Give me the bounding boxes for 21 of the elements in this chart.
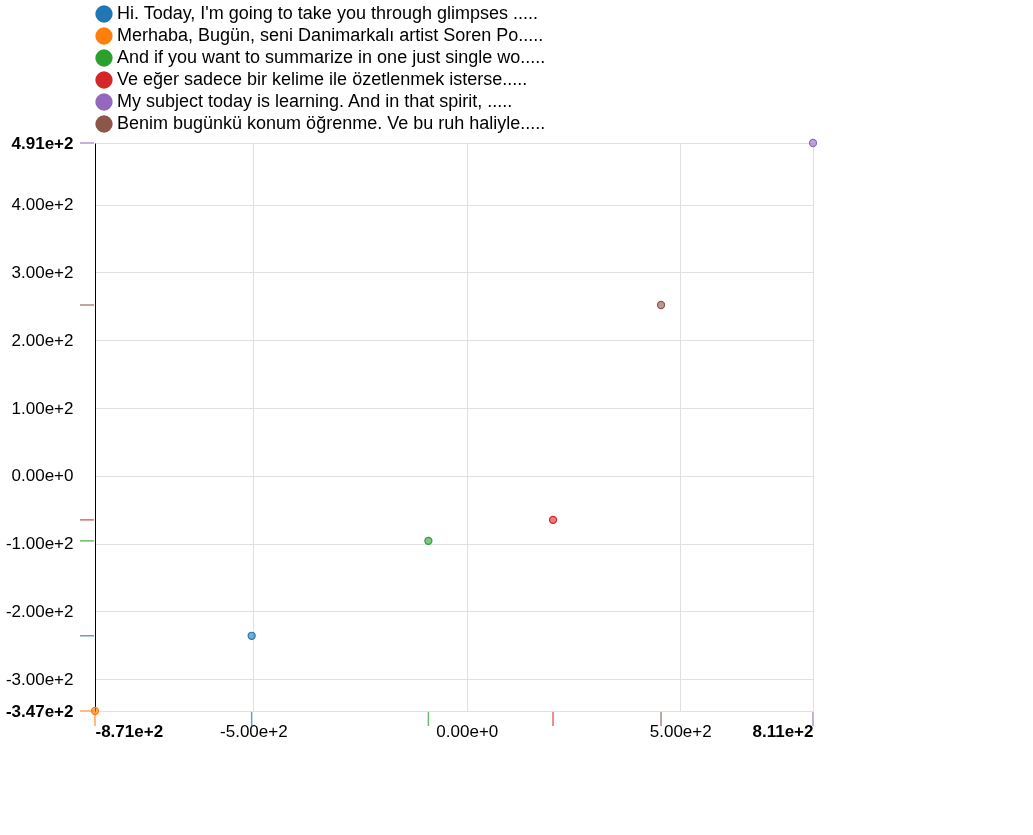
- x-tick-label: 0.00e+0: [436, 721, 499, 741]
- legend-label: Ve eğer sadece bir kelime ile özetlenmek isterse.....: [117, 69, 528, 89]
- legend-label: My subject today is learning. And in that spirit, .....: [117, 91, 513, 111]
- y-tick-label: -3.00e+2: [5, 669, 74, 689]
- legend-label: Hi. Today, I'm going to take you through glimpses .....: [117, 3, 538, 23]
- y-tick-label: 4.00e+2: [11, 195, 74, 215]
- legend-label: And if you want to summarize in one just single wo.....: [117, 47, 546, 67]
- y-tick-label: -1.00e+2: [5, 534, 74, 554]
- y-tick-label: -3.47e+2: [5, 701, 74, 721]
- x-tick-label: 8.11e+2: [752, 721, 814, 741]
- y-tick-label: 1.00e+2: [11, 398, 74, 418]
- y-tick-label: -2.00e+2: [5, 601, 74, 621]
- x-tick-label: 5.00e+2: [649, 721, 712, 741]
- y-tick-label: 2.00e+2: [11, 330, 74, 350]
- legend-label: Benim bugünkü konum öğrenme. Ve bu ruh haliyle.....: [117, 113, 546, 133]
- y-tick-label: 3.00e+2: [11, 262, 74, 282]
- legend-label: Merhaba, Bugün, seni Danimarkalı artist Soren Po.....: [117, 25, 544, 45]
- x-tick-label: -8.71e+2: [95, 721, 164, 741]
- x-tick-label: -5.00e+2: [220, 721, 288, 741]
- y-tick-label: 0.00e+0: [11, 466, 74, 486]
- y-tick-label: 4.91e+2: [11, 133, 74, 153]
